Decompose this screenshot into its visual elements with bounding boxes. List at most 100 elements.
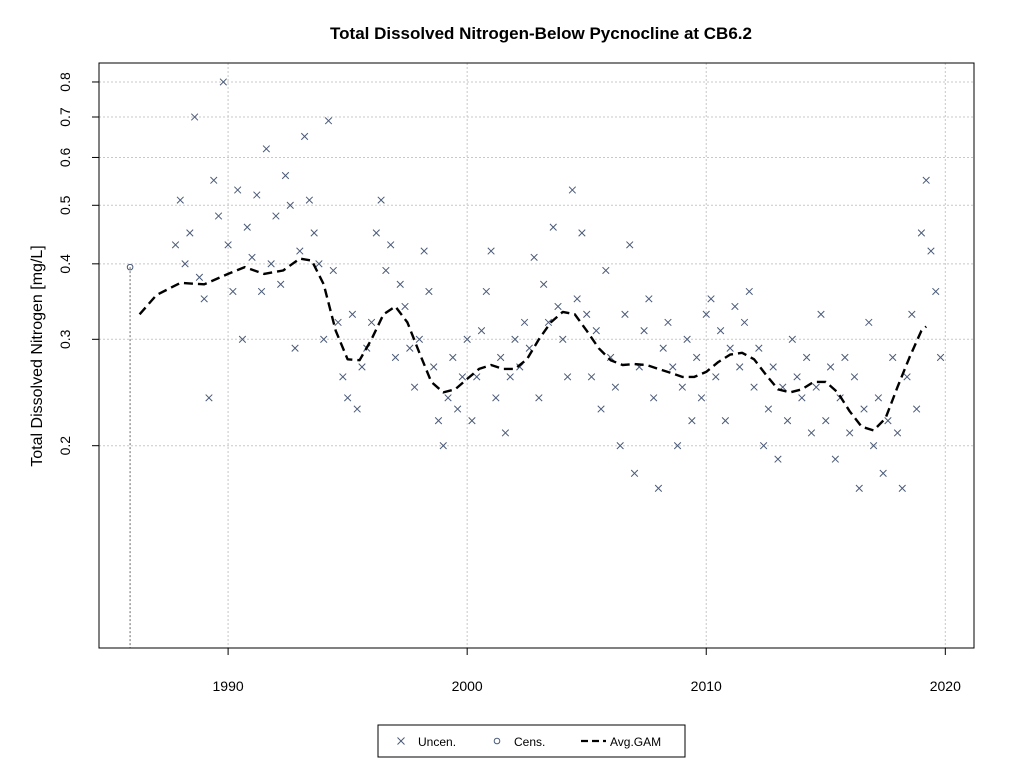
data-point xyxy=(444,394,452,402)
data-point xyxy=(932,287,940,296)
data-point xyxy=(559,335,567,343)
data-point xyxy=(453,405,462,413)
y-tick-label: 0.3 xyxy=(57,329,73,349)
data-point xyxy=(645,295,653,303)
data-point xyxy=(688,417,696,425)
data-point xyxy=(860,405,868,413)
data-point xyxy=(817,310,825,318)
data-point xyxy=(592,327,600,335)
censored-series xyxy=(126,263,134,648)
legend-cens-icon xyxy=(493,737,501,745)
y-tick-label: 0.7 xyxy=(57,107,73,127)
data-point xyxy=(229,287,237,296)
data-point xyxy=(683,335,691,343)
data-point xyxy=(214,212,223,220)
data-point xyxy=(415,335,424,343)
data-point xyxy=(736,363,744,371)
y-tick-label: 0.4 xyxy=(57,254,73,274)
data-point xyxy=(410,383,419,391)
y-tick-label: 0.6 xyxy=(57,148,73,168)
data-point xyxy=(176,196,184,204)
data-point xyxy=(520,318,529,327)
data-point xyxy=(329,266,337,275)
data-point xyxy=(300,132,309,141)
data-point xyxy=(731,302,739,311)
data-point xyxy=(181,260,189,268)
data-point xyxy=(707,295,715,303)
data-point xyxy=(664,318,672,327)
data-point xyxy=(506,373,514,381)
y-tick-label: 0.2 xyxy=(57,436,73,456)
gam-line xyxy=(138,257,927,432)
data-point xyxy=(477,327,486,335)
data-point xyxy=(530,253,538,262)
data-point xyxy=(257,287,266,296)
data-point xyxy=(200,295,208,303)
data-point xyxy=(281,171,290,180)
legend-uncen-icon xyxy=(397,737,405,745)
data-point xyxy=(755,344,763,352)
data-point xyxy=(501,429,510,437)
data-point xyxy=(740,318,749,327)
data-point xyxy=(927,247,935,255)
data-point xyxy=(372,229,380,237)
data-point xyxy=(774,455,782,463)
data-point xyxy=(936,353,945,362)
data-point xyxy=(463,335,471,343)
data-point xyxy=(401,302,409,311)
data-point xyxy=(912,405,921,413)
data-point xyxy=(190,113,199,121)
data-point xyxy=(272,212,280,220)
data-point xyxy=(348,310,357,318)
data-point xyxy=(898,484,906,492)
legend-label-gam: Avg.GAM xyxy=(610,735,661,749)
data-point xyxy=(334,318,342,327)
data-point xyxy=(798,394,806,402)
data-point xyxy=(396,280,404,288)
data-point xyxy=(788,335,796,343)
x-tick-label: 2010 xyxy=(691,678,722,694)
data-point xyxy=(573,295,581,303)
data-point xyxy=(611,383,620,391)
data-point xyxy=(267,260,275,268)
data-point xyxy=(496,353,505,362)
data-point xyxy=(616,442,624,450)
data-point xyxy=(315,260,323,268)
data-point xyxy=(587,373,596,381)
data-point xyxy=(745,287,753,296)
chart-title: Total Dissolved Nitrogen-Below Pycnoclin… xyxy=(330,24,752,43)
data-point xyxy=(353,405,361,413)
data-point xyxy=(783,417,792,425)
data-point xyxy=(649,394,658,402)
data-point xyxy=(449,353,457,362)
data-point xyxy=(253,191,261,199)
data-point xyxy=(492,394,500,402)
plot-frame xyxy=(98,62,975,649)
data-point xyxy=(563,373,572,381)
data-point xyxy=(248,253,256,262)
data-point xyxy=(726,344,734,352)
data-point xyxy=(434,417,443,425)
data-point xyxy=(597,405,605,413)
data-point xyxy=(769,363,777,371)
data-point xyxy=(922,176,930,184)
data-point xyxy=(831,455,839,463)
data-point xyxy=(712,373,720,381)
x-tick-label: 1990 xyxy=(213,678,244,694)
uncensored-series xyxy=(171,78,945,492)
data-point xyxy=(305,196,314,204)
data-point xyxy=(759,442,768,450)
data-point xyxy=(697,394,706,402)
data-point xyxy=(482,287,490,296)
data-point xyxy=(716,327,725,335)
data-point xyxy=(391,353,400,362)
data-point xyxy=(382,266,390,275)
data-point xyxy=(310,229,318,237)
data-point xyxy=(693,353,701,362)
y-axis-label: Total Dissolved Nitrogen [mg/L] xyxy=(29,245,46,466)
data-point xyxy=(224,241,232,249)
data-point xyxy=(626,241,634,249)
data-point xyxy=(425,287,433,296)
data-point xyxy=(750,383,758,391)
data-point xyxy=(343,394,352,402)
